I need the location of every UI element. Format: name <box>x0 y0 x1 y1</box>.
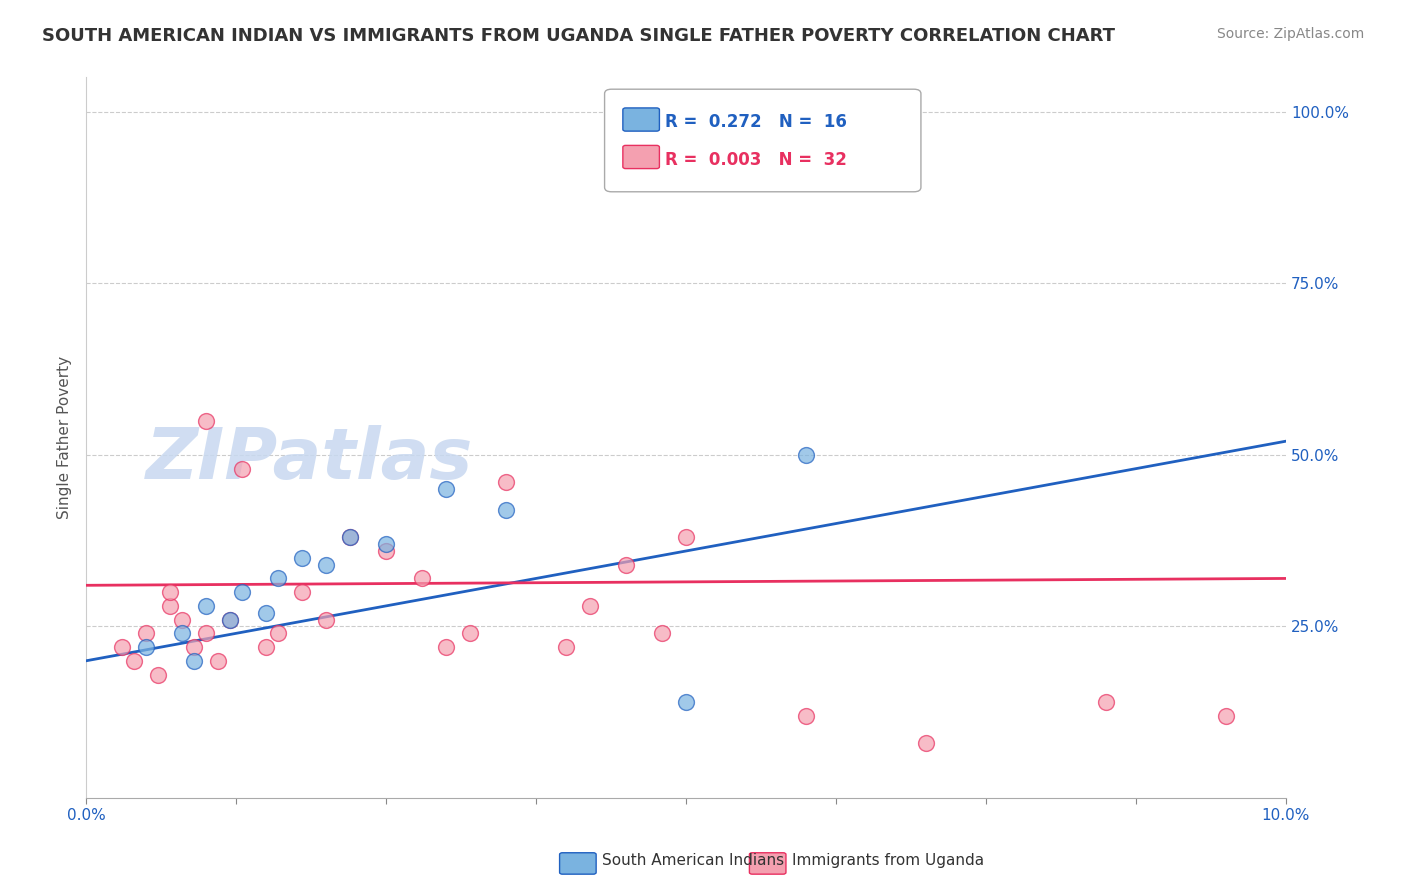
Point <box>555 640 578 654</box>
Point <box>231 461 253 475</box>
Point <box>434 640 457 654</box>
Point <box>495 503 517 517</box>
Point <box>254 640 277 654</box>
Text: South American Indians: South American Indians <box>602 853 785 868</box>
Point <box>315 613 337 627</box>
Text: ZIPatlas: ZIPatlas <box>146 425 474 494</box>
Point <box>1095 695 1118 709</box>
Point <box>146 667 169 681</box>
Text: R =  0.003   N =  32: R = 0.003 N = 32 <box>665 151 846 169</box>
Point <box>675 530 697 544</box>
Point <box>794 708 817 723</box>
Text: R =  0.272   N =  16: R = 0.272 N = 16 <box>665 113 846 131</box>
Point <box>651 626 673 640</box>
Point <box>219 613 242 627</box>
Point <box>195 626 218 640</box>
Point <box>111 640 134 654</box>
Point <box>579 599 602 613</box>
Point <box>291 550 314 565</box>
Point <box>434 482 457 496</box>
Point <box>170 626 193 640</box>
Text: Source: ZipAtlas.com: Source: ZipAtlas.com <box>1216 27 1364 41</box>
Point <box>183 654 205 668</box>
Point <box>195 599 218 613</box>
Point <box>159 585 181 599</box>
Point <box>183 640 205 654</box>
Point <box>254 606 277 620</box>
Point <box>675 695 697 709</box>
Point <box>219 613 242 627</box>
Point <box>375 544 398 558</box>
Point <box>794 448 817 462</box>
Point <box>267 571 290 585</box>
Point <box>170 613 193 627</box>
Point <box>135 640 157 654</box>
Y-axis label: Single Father Poverty: Single Father Poverty <box>58 356 72 519</box>
Point <box>458 626 481 640</box>
Point <box>207 654 229 668</box>
Point <box>1215 708 1237 723</box>
Point <box>339 530 361 544</box>
Point <box>315 558 337 572</box>
Point <box>267 626 290 640</box>
Point <box>495 475 517 490</box>
Text: SOUTH AMERICAN INDIAN VS IMMIGRANTS FROM UGANDA SINGLE FATHER POVERTY CORRELATIO: SOUTH AMERICAN INDIAN VS IMMIGRANTS FROM… <box>42 27 1115 45</box>
Point <box>375 537 398 551</box>
Point <box>159 599 181 613</box>
Point <box>195 414 218 428</box>
Point <box>291 585 314 599</box>
Text: Immigrants from Uganda: Immigrants from Uganda <box>792 853 984 868</box>
Point <box>231 585 253 599</box>
Point <box>614 558 637 572</box>
Point <box>122 654 145 668</box>
Point <box>339 530 361 544</box>
Point <box>411 571 433 585</box>
Point <box>915 736 938 750</box>
Point <box>135 626 157 640</box>
